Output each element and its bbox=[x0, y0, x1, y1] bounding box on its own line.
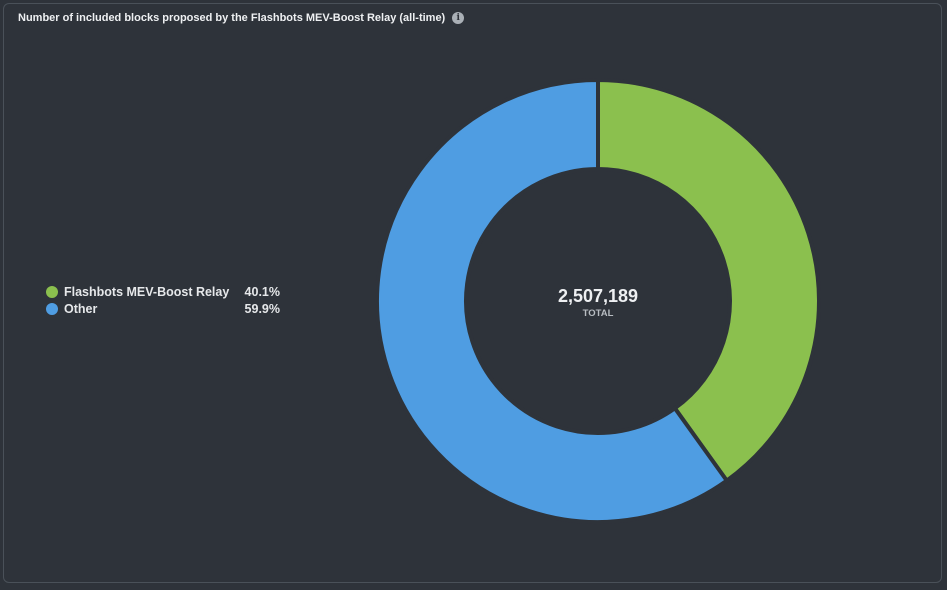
legend-swatch-flashbots bbox=[46, 285, 58, 298]
chart-title: Number of included blocks proposed by th… bbox=[18, 12, 446, 24]
center-total-label: TOTAL bbox=[583, 308, 614, 319]
legend-item-other[interactable]: Other 59.9% bbox=[46, 300, 280, 317]
donut-slice-other[interactable] bbox=[375, 77, 730, 524]
legend-value-other: 59.9% bbox=[244, 301, 280, 316]
center-total-value: 2,507,189 bbox=[558, 286, 638, 306]
donut-slice-flashbots[interactable] bbox=[596, 77, 821, 484]
legend: Flashbots MEV-Boost Relay 40.1% Other 59… bbox=[46, 283, 280, 317]
chart-header: Number of included blocks proposed by th… bbox=[18, 12, 465, 24]
legend-value-flashbots: 40.1% bbox=[244, 284, 280, 299]
info-icon[interactable]: i bbox=[452, 12, 465, 24]
legend-swatch-other bbox=[46, 302, 58, 315]
legend-label-flashbots: Flashbots MEV-Boost Relay bbox=[64, 284, 230, 299]
legend-item-flashbots[interactable]: Flashbots MEV-Boost Relay 40.1% bbox=[46, 283, 280, 300]
donut-slices bbox=[375, 77, 821, 524]
legend-label-other: Other bbox=[64, 301, 98, 316]
